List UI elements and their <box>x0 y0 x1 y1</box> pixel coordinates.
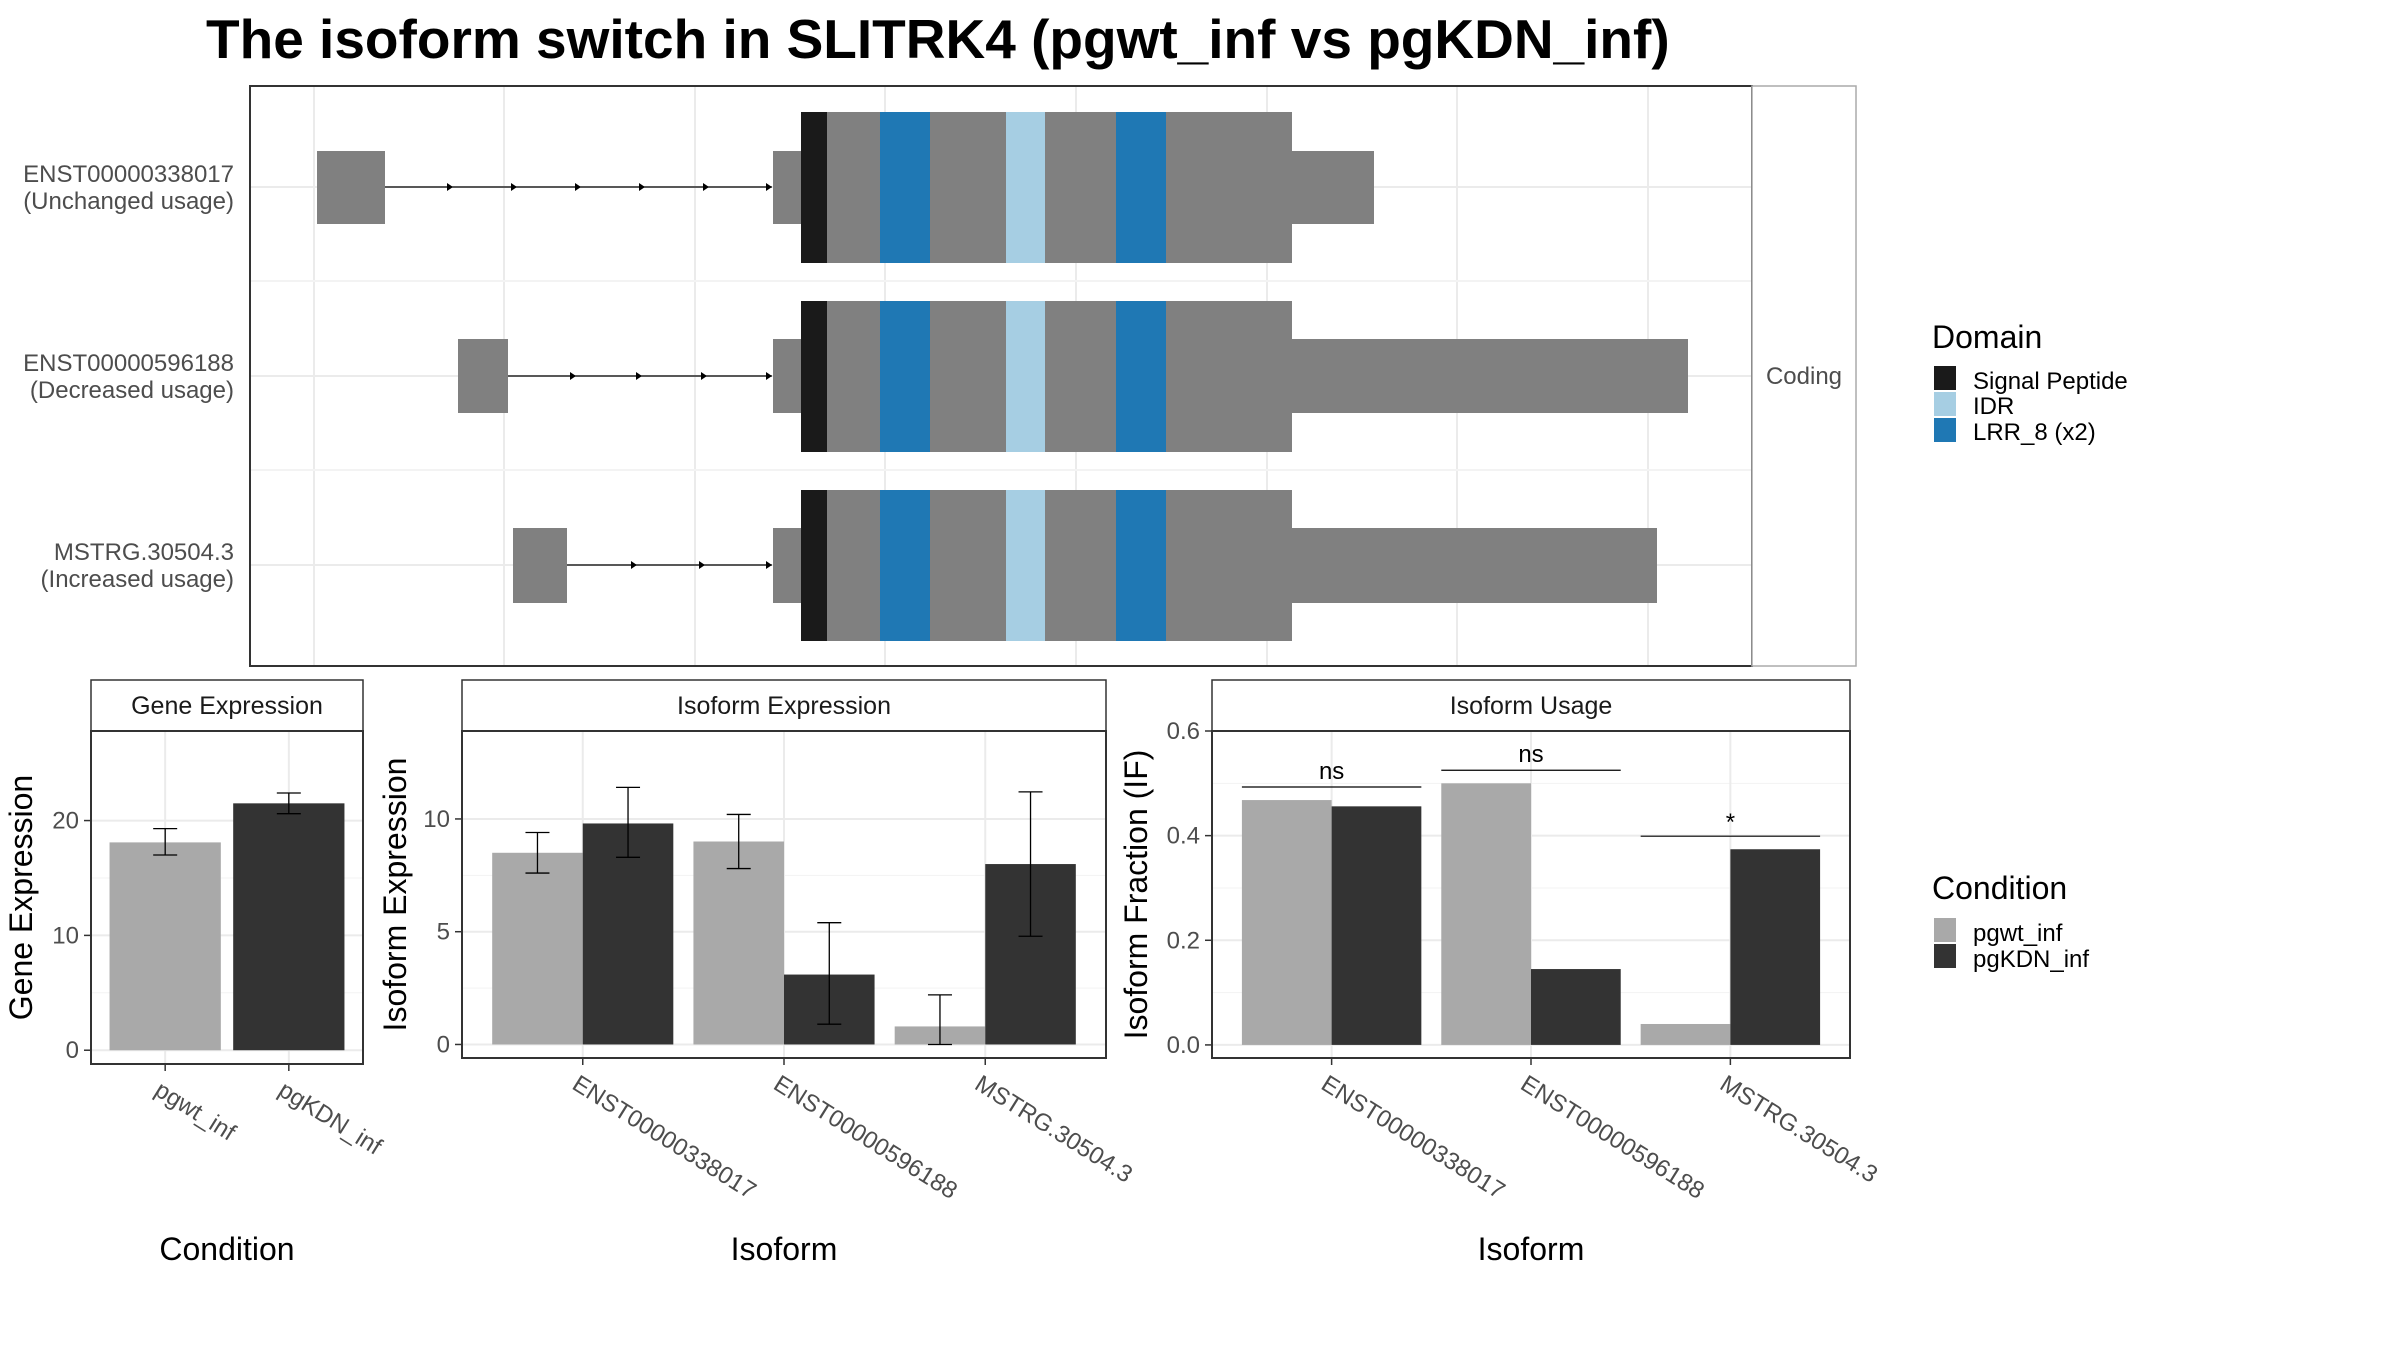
idr-domain <box>1006 490 1045 641</box>
y-tick-label: 0 <box>66 1037 79 1064</box>
legend-label: pgwt_inf <box>1973 920 2063 947</box>
error-bar <box>153 827 178 856</box>
panel-strip <box>90 679 364 732</box>
bar <box>1531 969 1621 1045</box>
lrr-domain <box>1116 112 1166 263</box>
isoform-label-id: MSTRG.30504.3 <box>54 539 234 566</box>
lrr-domain <box>880 112 930 263</box>
bar <box>233 803 345 1051</box>
transcript-ENST00000338017 <box>317 112 1374 263</box>
signal-peptide-domain <box>801 112 827 263</box>
x-axis-title: Isoform <box>1478 1231 1585 1267</box>
domain-legend-title: Domain <box>1932 319 2042 355</box>
legend-key-pgkdn-inf <box>1934 944 1956 968</box>
bar <box>1331 806 1422 1045</box>
lrr-domain <box>1116 490 1166 641</box>
bar <box>1730 849 1821 1045</box>
bar <box>1241 800 1332 1045</box>
isoform-structure-panel: Coding <box>23 85 1857 667</box>
significance-label: ns <box>1518 741 1543 768</box>
panel-strip-label: Isoform Expression <box>677 692 891 720</box>
bar <box>109 842 221 1051</box>
y-axis-title: Isoform Expression <box>377 758 413 1032</box>
legend-key-idr <box>1934 392 1956 416</box>
error-bar <box>616 786 641 858</box>
isoform-label-id: ENST00000338017 <box>23 161 234 188</box>
error-bar <box>817 922 842 1025</box>
x-tick-label: ENST00000338017 <box>1316 1070 1509 1205</box>
significance-label: * <box>1726 809 1735 836</box>
isoform-label-note: (Decreased usage) <box>30 377 234 404</box>
isoform-label-id: ENST00000596188 <box>23 350 234 377</box>
legend-key-pgwt-inf <box>1934 918 1956 942</box>
x-tick-label: MSTRG.30504.3 <box>970 1070 1137 1188</box>
y-tick-label: 0.6 <box>1167 718 1200 745</box>
x-axis-title: Isoform <box>731 1231 838 1267</box>
y-tick-label: 0.4 <box>1167 823 1200 850</box>
figure-title: The isoform switch in SLITRK4 (pgwt_inf … <box>206 8 1670 70</box>
signal-peptide-domain <box>801 490 827 641</box>
x-tick-label: ENST00000338017 <box>568 1070 761 1205</box>
coding-strip <box>1751 85 1857 667</box>
error-bar <box>927 994 952 1046</box>
x-tick-label: ENST00000596188 <box>769 1070 962 1205</box>
y-tick-label: 0 <box>437 1031 450 1058</box>
y-tick-label: 20 <box>52 808 79 835</box>
transcript-MSTRG.30504.3 <box>513 490 1657 641</box>
y-tick-label: 10 <box>52 922 79 949</box>
transcript-ENST00000596188 <box>458 301 1688 452</box>
panel-strip-label: Isoform Usage <box>1450 692 1613 720</box>
lrr-domain <box>1116 301 1166 452</box>
x-tick-label: pgKDN_inf <box>274 1076 387 1161</box>
condition-legend: Condition pgwt_inf pgKDN_inf <box>1932 870 2089 973</box>
isoform-label-note: (Increased usage) <box>41 566 234 593</box>
x-axis-title: Condition <box>159 1231 294 1267</box>
error-bar <box>525 831 550 874</box>
coding-strip-label: Coding <box>1766 363 1842 390</box>
idr-domain <box>1006 301 1045 452</box>
lrr-domain <box>880 490 930 641</box>
plot-frame <box>90 730 364 1065</box>
legend-label: LRR_8 (x2) <box>1973 419 2096 446</box>
y-tick-label: 5 <box>437 919 450 946</box>
x-tick-label: ENST00000596188 <box>1516 1070 1709 1205</box>
bar <box>492 852 583 1045</box>
error-bar <box>1018 791 1043 937</box>
gene-expression-panel: Gene Expression 0 10 20 pgwt_inf pgKDN_inf Con… <box>3 679 387 1267</box>
signal-peptide-domain <box>801 301 827 452</box>
y-tick-label: 0.0 <box>1167 1032 1200 1059</box>
x-tick-label: MSTRG.30504.3 <box>1715 1070 1882 1188</box>
panel-strip <box>1211 679 1851 732</box>
bar <box>693 841 784 1045</box>
x-tick-label: pgwt_inf <box>150 1076 240 1146</box>
y-tick-label: 0.2 <box>1167 927 1200 954</box>
condition-legend-title: Condition <box>1932 870 2067 906</box>
y-axis-title: Gene Expression <box>3 775 39 1020</box>
legend-label: IDR <box>1973 393 2014 420</box>
legend-label: Signal Peptide <box>1973 368 2128 395</box>
lrr-domain <box>880 301 930 452</box>
legend-key-lrr <box>1934 418 1956 442</box>
error-bar <box>276 792 301 815</box>
error-bar <box>726 813 751 870</box>
idr-domain <box>1006 112 1045 263</box>
bar <box>1441 783 1531 1045</box>
y-axis-title: Isoform Fraction (IF) <box>1118 750 1154 1040</box>
isoform-usage-panel: Isoform Usage 0.0 0.2 0.4 0.6 ns ns * ENST000003… <box>1118 679 1882 1267</box>
legend-label: pgKDN_inf <box>1973 946 2089 973</box>
legend-key-signal-peptide <box>1934 366 1956 390</box>
bar <box>1640 1023 1731 1045</box>
isoform-label-note: (Unchanged usage) <box>23 188 234 215</box>
isoform-expression-panel: Isoform Expression 0 5 10 ENST00000338017 ENS… <box>377 679 1137 1267</box>
bar <box>582 823 674 1045</box>
domain-legend: Domain Signal Peptide IDR LRR_8 (x2) <box>1932 319 2128 446</box>
significance-label: ns <box>1319 758 1344 785</box>
panel-strip-label: Gene Expression <box>131 692 323 720</box>
y-tick-label: 10 <box>423 806 450 833</box>
